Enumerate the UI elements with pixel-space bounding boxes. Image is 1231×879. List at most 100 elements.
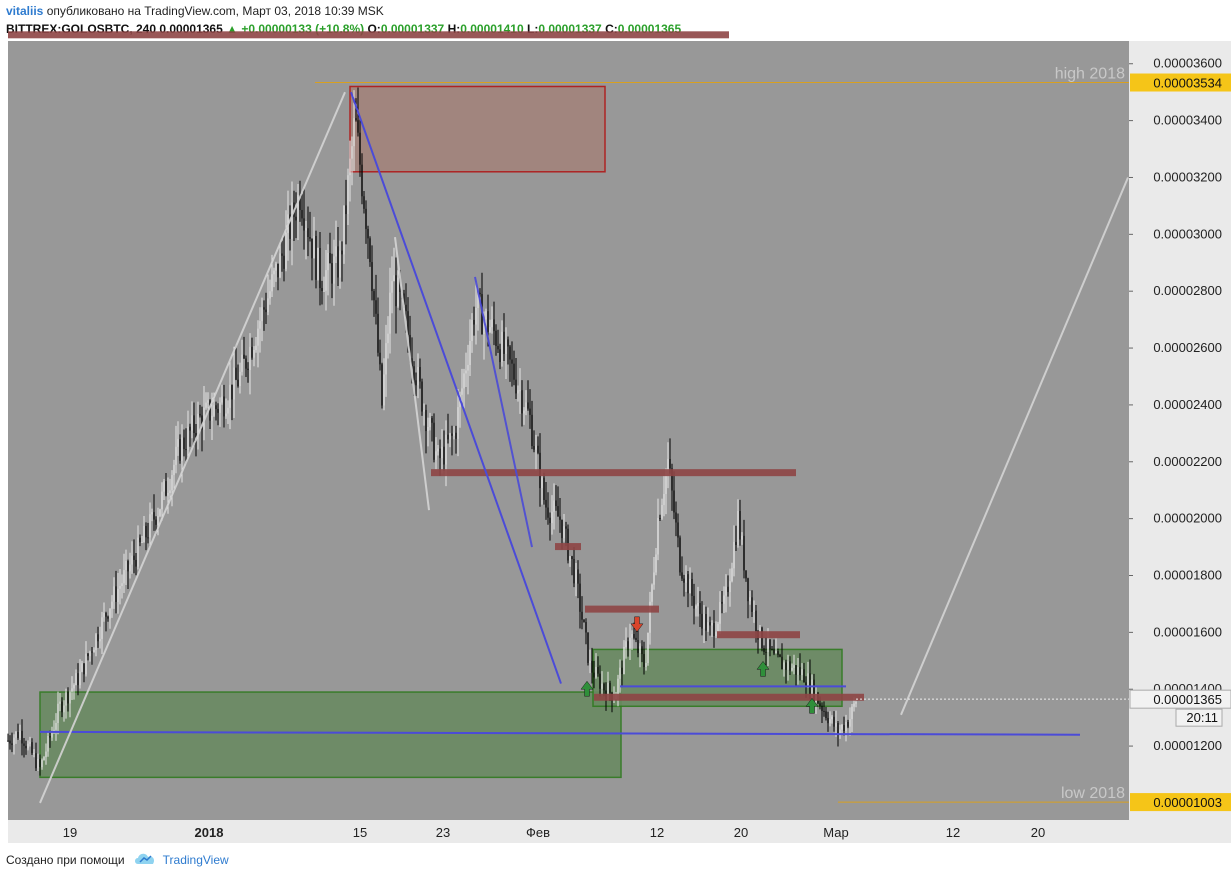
candle-up	[787, 661, 789, 670]
candle-down	[185, 449, 187, 451]
candle-down	[147, 537, 149, 539]
candle-up	[645, 663, 647, 668]
candle-up	[445, 434, 447, 465]
candle-up	[525, 402, 527, 411]
candle-down	[155, 519, 157, 525]
candle-down	[363, 196, 365, 209]
candle-down	[411, 358, 413, 367]
candle-down	[795, 665, 797, 675]
candle-down	[809, 673, 811, 695]
candle-down	[421, 381, 423, 412]
demand-zone	[39, 691, 622, 779]
candle-up	[109, 608, 111, 619]
candle-up	[853, 703, 855, 707]
candle-up	[453, 432, 455, 436]
candle-down	[303, 218, 305, 231]
candle-up	[649, 601, 651, 633]
candle-down	[371, 262, 373, 292]
candle-up	[161, 491, 163, 510]
candle-down	[235, 367, 237, 380]
candle-down	[587, 632, 589, 663]
candle-up	[489, 327, 491, 332]
candle-down	[21, 730, 23, 744]
candle-up	[267, 298, 269, 313]
candle-down	[837, 722, 839, 735]
candle-up	[89, 651, 91, 657]
candle-up	[483, 319, 485, 335]
resistance-bar	[555, 543, 581, 551]
candle-down	[419, 367, 421, 382]
candle-up	[81, 663, 83, 672]
candle-down	[573, 558, 575, 584]
candle-up	[393, 275, 395, 282]
candle-up	[259, 321, 261, 329]
candle-down	[751, 597, 753, 612]
candle-up	[471, 319, 473, 342]
candle-down	[415, 380, 417, 386]
y-tick-label: 0.00003400	[1153, 113, 1222, 128]
high-2018-label: high 2018	[1055, 66, 1125, 83]
candle-up	[619, 667, 621, 679]
author-link[interactable]: vitaliis	[6, 4, 44, 18]
candle-up	[851, 706, 853, 720]
candle-up	[601, 683, 603, 689]
published-text: опубликовано на TradingView.com, Март 03…	[46, 4, 384, 18]
candle-up	[551, 511, 553, 524]
candle-down	[593, 672, 595, 678]
candle-up	[725, 586, 727, 596]
candle-down	[9, 740, 11, 744]
candle-down	[747, 578, 749, 602]
candle-down	[409, 334, 411, 359]
candle-down	[633, 633, 635, 638]
candle-up	[733, 541, 735, 569]
buy-arrow-icon	[580, 680, 594, 697]
candle-down	[591, 660, 593, 673]
candle-down	[263, 307, 265, 310]
tradingview-brand-link[interactable]: TradingView	[162, 852, 229, 867]
candle-up	[569, 556, 571, 561]
candle-up	[717, 623, 719, 632]
candle-down	[135, 559, 137, 567]
resistance-bar	[585, 605, 659, 613]
candle-up	[173, 464, 175, 476]
candle-down	[509, 346, 511, 360]
candle-up	[69, 691, 71, 704]
candle-up	[255, 345, 257, 351]
candle-up	[835, 722, 837, 727]
candle-up	[461, 388, 463, 395]
resistance-bar	[431, 469, 796, 477]
candle-down	[407, 311, 409, 335]
candle-up	[387, 333, 389, 344]
candle-down	[533, 446, 535, 450]
candle-up	[239, 371, 241, 387]
candle-up	[501, 331, 503, 363]
candle-down	[127, 561, 129, 572]
support-line	[350, 91, 562, 684]
candle-up	[325, 270, 327, 291]
resistance-bar	[594, 693, 864, 701]
candle-down	[799, 667, 801, 676]
candle-down	[537, 445, 539, 453]
candle-up	[703, 614, 705, 629]
candle-up	[279, 253, 281, 278]
candle-up	[349, 158, 351, 176]
candle-up	[523, 410, 525, 414]
candle-down	[583, 619, 585, 623]
candle-up	[65, 692, 67, 706]
candle-up	[41, 760, 43, 768]
candle-down	[375, 300, 377, 314]
candle-up	[423, 409, 425, 412]
x-tick-label: 20	[734, 825, 748, 840]
candle-up	[467, 364, 469, 371]
x-tick-label: Мар	[823, 825, 848, 840]
candle-down	[549, 517, 551, 524]
candle-up	[137, 537, 139, 567]
x-tick-label: 20	[1031, 825, 1045, 840]
candle-up	[655, 554, 657, 573]
candle-up	[519, 390, 521, 392]
candle-up	[181, 437, 183, 461]
candle-up	[317, 248, 319, 280]
candle-down	[179, 439, 181, 461]
candle-up	[707, 622, 709, 631]
